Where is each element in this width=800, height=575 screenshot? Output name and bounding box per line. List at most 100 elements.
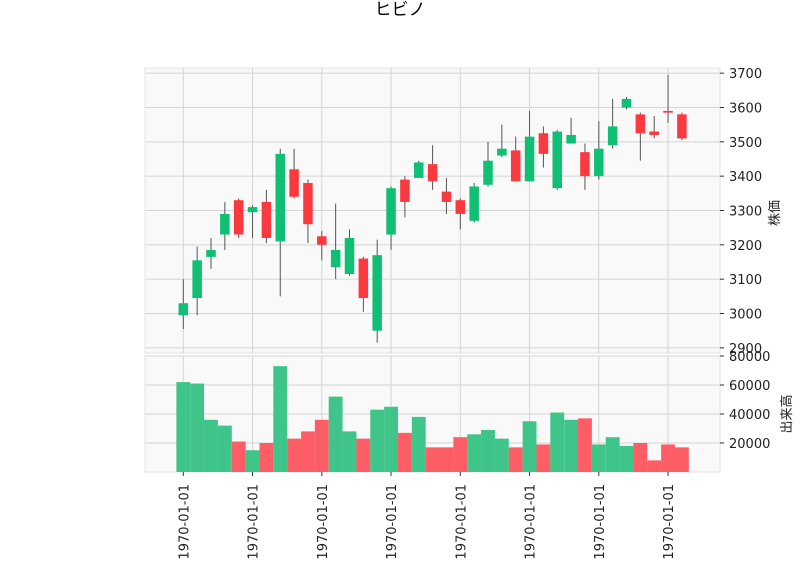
volume-tick-label: 60000 [729, 379, 770, 394]
candle [607, 98, 618, 149]
price-tick-label: 3500 [729, 136, 762, 151]
candle [275, 148, 285, 297]
candle-body [441, 191, 452, 202]
candle [358, 256, 369, 312]
candle [497, 124, 507, 158]
candle-body [220, 213, 230, 235]
candle [635, 112, 646, 161]
volume-bar [217, 425, 232, 472]
x-tick-label: 1970-01-01 [524, 484, 539, 560]
volume-bar [564, 419, 579, 472]
candle [386, 186, 396, 250]
price-tick-label: 3300 [729, 205, 762, 220]
candle [247, 205, 258, 238]
volume-bar [301, 431, 315, 472]
price-tick-label: 3200 [729, 239, 762, 254]
volume-axis-label: 出来高 [779, 394, 795, 433]
candle-body [414, 162, 424, 178]
candle [344, 229, 355, 276]
volume-bar [674, 447, 689, 472]
candle-body [635, 114, 646, 134]
volume-bar [605, 437, 620, 472]
volume-bar [287, 438, 302, 472]
volume-bar [425, 447, 440, 472]
volume-bar [439, 447, 454, 472]
candle-body [386, 188, 396, 235]
volume-bar [536, 444, 551, 472]
volume-bar [467, 434, 482, 472]
candle-body [261, 201, 272, 238]
candle [677, 112, 687, 141]
volume-bar [204, 419, 218, 472]
candle [427, 145, 438, 190]
candle [330, 203, 341, 280]
candle [663, 74, 673, 123]
chart-title: ヒビノ [375, 0, 426, 20]
candle [538, 126, 549, 168]
x-tick-label: 1970-01-01 [385, 484, 400, 560]
candle-body [400, 179, 410, 202]
volume-bar [328, 396, 343, 472]
x-tick-label: 1970-01-01 [316, 484, 331, 560]
candle-body [206, 249, 216, 257]
volume-bar [342, 431, 357, 472]
candle [441, 177, 452, 214]
candle [178, 279, 189, 329]
volume-tick-label: 80000 [729, 350, 770, 365]
price-tick-label: 3100 [729, 273, 762, 288]
candle [233, 198, 244, 238]
candle [621, 97, 632, 110]
price-tick-label: 3600 [729, 101, 762, 116]
price-axis-label: 株価 [768, 200, 783, 226]
volume-bar [273, 366, 288, 472]
candlesticks [178, 74, 687, 343]
candle-body [344, 237, 355, 275]
candle [192, 246, 202, 316]
volume-bar [411, 416, 426, 472]
candle-body [552, 131, 562, 189]
volume-bar [370, 409, 385, 472]
candle-body [372, 255, 382, 331]
candle-body [524, 136, 535, 182]
candle [414, 160, 424, 178]
candle-body [233, 200, 244, 235]
volume-bar [647, 460, 662, 472]
x-tick-labels: 1970-01-01 1970-01-01 1970-01-01 1970-01-01… [177, 472, 677, 560]
candle [289, 148, 299, 199]
candle [566, 117, 576, 144]
candle-body [275, 153, 285, 242]
price-tick-labels: 2900 3000 3100 3200 3300 3400 3500 3600 3700 [720, 67, 762, 357]
candle-body [580, 152, 590, 177]
volume-bar [633, 443, 648, 472]
x-tick-label: 1970-01-01 [247, 484, 262, 560]
candle-body [483, 160, 493, 185]
candle-body [455, 200, 466, 214]
volume-bar [453, 437, 468, 472]
candle [220, 201, 230, 250]
candle [317, 231, 327, 261]
candle-body [192, 260, 202, 299]
candle-body [663, 110, 673, 113]
candle [649, 116, 659, 139]
volume-bar [259, 443, 274, 472]
candle [469, 183, 479, 223]
volume-bar [314, 419, 329, 472]
volume-tick-label: 20000 [729, 437, 770, 452]
volume-bar [550, 412, 565, 472]
candle-body [427, 164, 438, 182]
candle-body [594, 148, 604, 177]
candle [594, 121, 604, 180]
volume-bar [591, 444, 606, 472]
candle-body [289, 169, 299, 197]
candle-body [538, 133, 549, 154]
volume-bar [508, 447, 523, 472]
candle-body [358, 258, 369, 299]
x-tick-label: 1970-01-01 [177, 484, 192, 560]
volume-bar [481, 429, 495, 472]
volume-bar [661, 444, 675, 472]
x-tick-label: 1970-01-01 [593, 484, 608, 560]
volume-bar [176, 382, 191, 472]
volume-bar [231, 441, 246, 472]
candle-body [566, 134, 576, 144]
